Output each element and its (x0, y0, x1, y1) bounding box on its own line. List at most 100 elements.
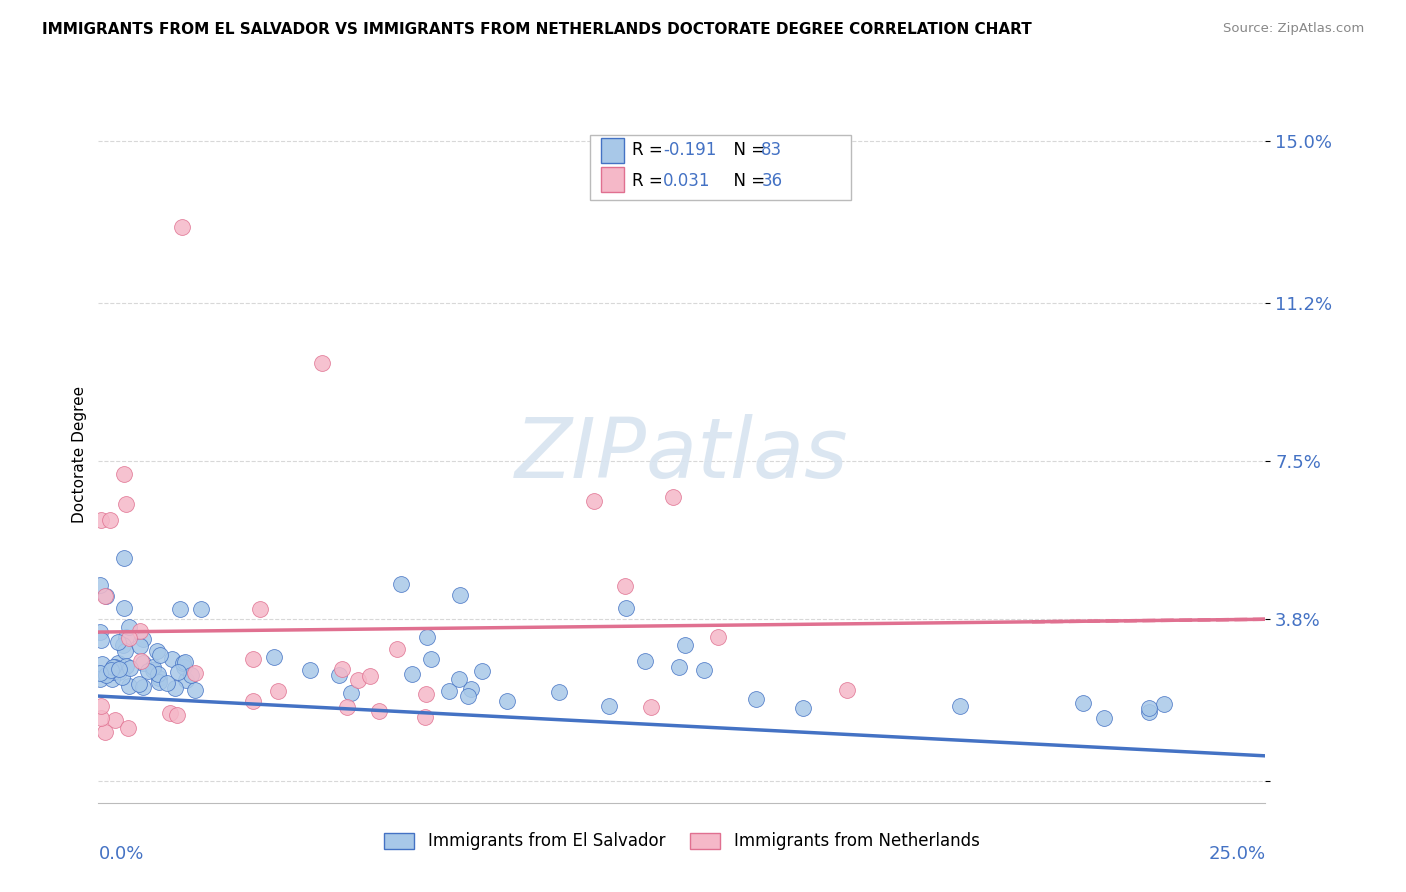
Point (668, 659, 690, 673)
Text: 25.0%: 25.0% (1208, 845, 1265, 863)
Point (94, 668, 117, 682)
Point (136, 664, 159, 678)
Point (107, 635, 129, 649)
Text: IMMIGRANTS FROM EL SALVADOR VS IMMIGRANTS FROM NETHERLANDS DOCTORATE DEGREE CORR: IMMIGRANTS FROM EL SALVADOR VS IMMIGRANT… (42, 22, 1032, 37)
Point (174, 673, 197, 687)
Point (401, 666, 423, 681)
Point (142, 660, 165, 674)
Point (693, 664, 716, 678)
Point (172, 219, 194, 234)
Point (368, 704, 391, 718)
Point (389, 577, 412, 591)
Point (173, 660, 195, 674)
Point (89, 665, 111, 680)
Point (101, 660, 124, 674)
Point (89, 625, 111, 640)
Point (114, 658, 136, 673)
Point (128, 639, 150, 653)
Point (149, 648, 172, 663)
Point (142, 663, 165, 677)
Point (160, 652, 183, 666)
Text: ZIPatlas: ZIPatlas (515, 415, 849, 495)
Point (146, 667, 169, 681)
Point (100, 513, 122, 527)
Point (89, 673, 111, 687)
Point (242, 651, 264, 665)
Point (1153, 697, 1175, 711)
Text: R =: R = (633, 172, 668, 191)
Point (118, 631, 141, 645)
Point (94, 724, 117, 739)
Point (347, 673, 370, 687)
Point (169, 601, 191, 615)
Point (93, 589, 115, 603)
Point (1137, 705, 1160, 719)
Point (173, 655, 195, 669)
Point (89, 578, 111, 592)
Point (128, 677, 150, 691)
Point (112, 600, 135, 615)
Point (156, 676, 179, 690)
Point (104, 659, 127, 673)
Point (94, 590, 117, 604)
Point (419, 652, 441, 666)
Point (118, 619, 141, 633)
Point (184, 665, 207, 680)
Point (471, 664, 494, 678)
Point (120, 661, 142, 675)
Point (359, 669, 381, 683)
Legend: Immigrants from El Salvador, Immigrants from Netherlands: Immigrants from El Salvador, Immigrants … (378, 826, 986, 857)
Point (263, 650, 285, 665)
Point (159, 706, 181, 720)
Point (90, 633, 112, 648)
Point (148, 671, 170, 685)
Point (111, 670, 134, 684)
Point (172, 657, 194, 671)
Text: 0.031: 0.031 (664, 172, 710, 191)
Point (336, 699, 359, 714)
Point (614, 579, 637, 593)
Point (745, 692, 768, 706)
Point (707, 630, 730, 644)
Point (634, 654, 657, 668)
Point (1071, 696, 1094, 710)
Point (165, 681, 187, 695)
Point (267, 684, 290, 698)
Point (614, 600, 637, 615)
Point (447, 672, 470, 686)
Point (112, 467, 135, 482)
Point (311, 356, 333, 370)
Point (242, 694, 264, 708)
Point (1137, 700, 1160, 714)
Point (104, 713, 127, 727)
Point (145, 644, 167, 658)
Point (114, 497, 136, 511)
Point (598, 699, 620, 714)
Text: Source: ZipAtlas.com: Source: ZipAtlas.com (1223, 22, 1364, 36)
Point (449, 588, 471, 602)
Y-axis label: Doctorate Degree: Doctorate Degree (72, 386, 87, 524)
Point (112, 551, 135, 566)
Point (662, 491, 685, 505)
Text: -0.191: -0.191 (664, 141, 716, 159)
Point (837, 682, 859, 697)
Point (460, 681, 482, 696)
Point (180, 668, 202, 682)
Point (132, 680, 155, 694)
Point (249, 602, 271, 616)
Point (496, 693, 519, 707)
Point (328, 668, 350, 682)
Point (415, 687, 437, 701)
Point (90, 657, 112, 671)
Point (166, 708, 188, 723)
Point (416, 630, 439, 644)
Text: 36: 36 (762, 172, 783, 191)
Point (298, 663, 321, 677)
Point (90, 698, 112, 713)
Point (118, 679, 141, 693)
Point (101, 660, 124, 674)
Point (90, 711, 112, 725)
Point (640, 699, 662, 714)
Point (108, 665, 131, 679)
Point (90, 513, 112, 527)
